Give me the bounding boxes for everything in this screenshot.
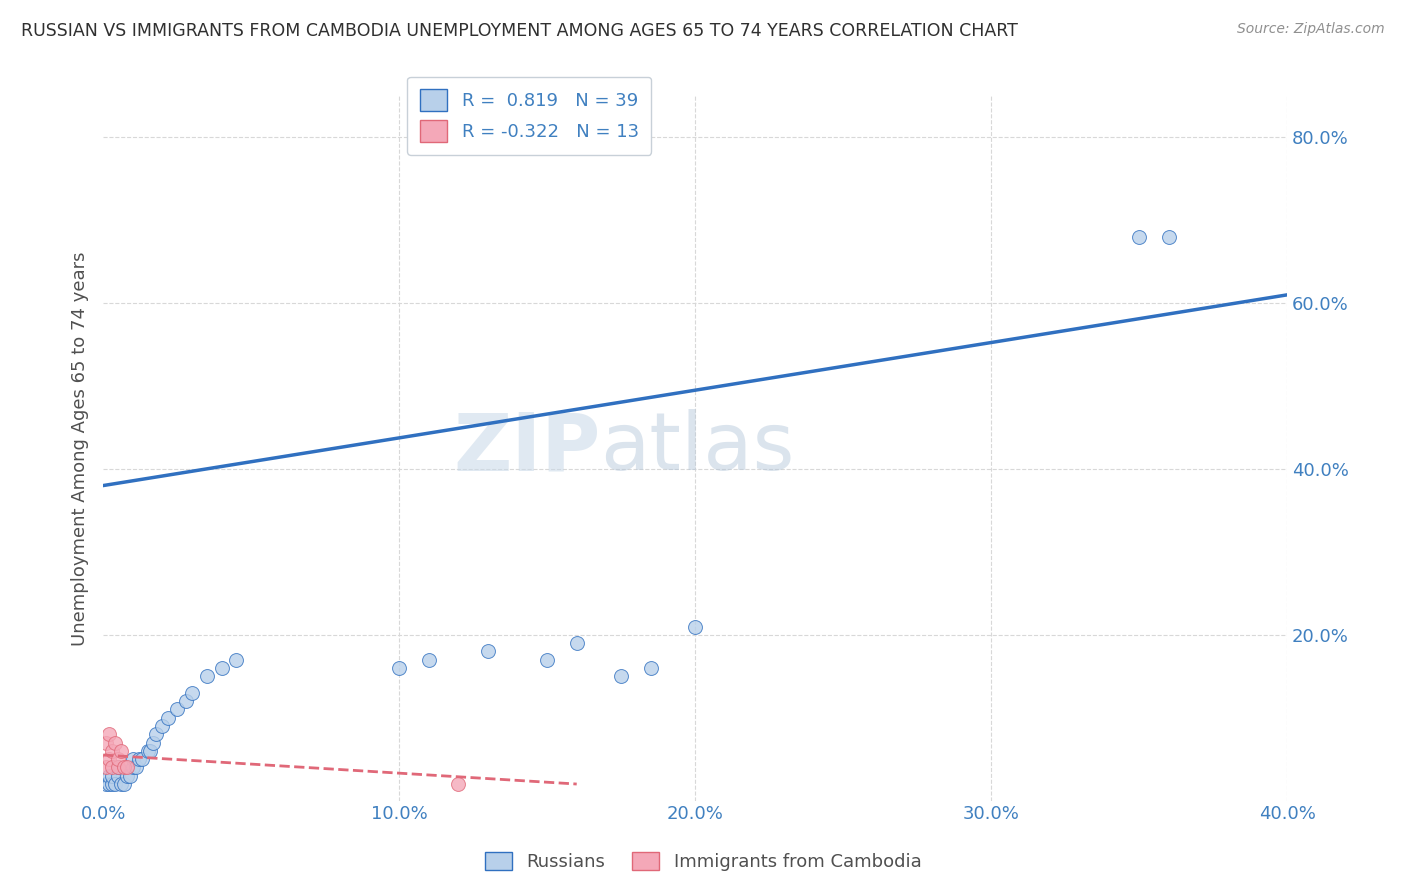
Text: ZIP: ZIP	[453, 409, 600, 487]
Point	[94, 777, 117, 791]
Legend: Russians, Immigrants from Cambodia: Russians, Immigrants from Cambodia	[478, 845, 928, 879]
Point	[211, 661, 233, 675]
Text: Source: ZipAtlas.com: Source: ZipAtlas.com	[1237, 22, 1385, 37]
Point	[1157, 230, 1180, 244]
Point	[101, 760, 124, 774]
Point	[115, 760, 138, 774]
Point	[98, 769, 121, 783]
Point	[112, 777, 135, 791]
Point	[128, 752, 150, 766]
Point	[131, 752, 153, 766]
Point	[174, 694, 197, 708]
Point	[150, 719, 173, 733]
Point	[121, 760, 143, 774]
Point	[418, 653, 440, 667]
Point	[125, 760, 148, 774]
Legend: R =  0.819   N = 39, R = -0.322   N = 13: R = 0.819 N = 39, R = -0.322 N = 13	[408, 77, 651, 155]
Point	[565, 636, 588, 650]
Point	[145, 727, 167, 741]
Point	[1128, 230, 1150, 244]
Point	[477, 644, 499, 658]
Point	[166, 702, 188, 716]
Point	[181, 686, 204, 700]
Point	[157, 711, 180, 725]
Point	[94, 760, 117, 774]
Point	[112, 760, 135, 774]
Point	[118, 769, 141, 783]
Point	[107, 752, 129, 766]
Point	[536, 653, 558, 667]
Point	[447, 777, 470, 791]
Point	[94, 735, 117, 749]
Point	[98, 727, 121, 741]
Point	[139, 744, 162, 758]
Point	[115, 769, 138, 783]
Point	[136, 744, 159, 758]
Point	[101, 769, 124, 783]
Y-axis label: Unemployment Among Ages 65 to 74 years: Unemployment Among Ages 65 to 74 years	[72, 251, 89, 646]
Point	[142, 735, 165, 749]
Point	[195, 669, 218, 683]
Point	[107, 760, 129, 774]
Point	[683, 619, 706, 633]
Point	[101, 777, 124, 791]
Point	[98, 777, 121, 791]
Point	[98, 752, 121, 766]
Point	[110, 777, 132, 791]
Point	[388, 661, 411, 675]
Point	[101, 744, 124, 758]
Point	[104, 735, 127, 749]
Point	[121, 752, 143, 766]
Point	[225, 653, 247, 667]
Point	[640, 661, 662, 675]
Point	[107, 769, 129, 783]
Point	[610, 669, 633, 683]
Point	[104, 777, 127, 791]
Point	[110, 744, 132, 758]
Text: RUSSIAN VS IMMIGRANTS FROM CAMBODIA UNEMPLOYMENT AMONG AGES 65 TO 74 YEARS CORRE: RUSSIAN VS IMMIGRANTS FROM CAMBODIA UNEM…	[21, 22, 1018, 40]
Text: atlas: atlas	[600, 409, 794, 487]
Point	[107, 760, 129, 774]
